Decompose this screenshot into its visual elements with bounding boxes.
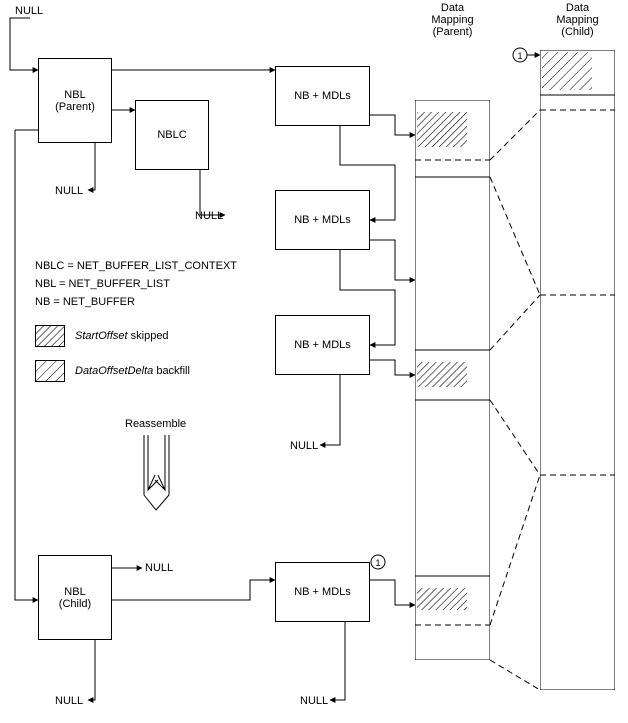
dm-child-header-l2: Mapping [556,14,598,26]
circle-one-top: 1 [517,51,522,61]
legend-line2: NBL = NET_BUFFER_LIST [35,278,170,290]
reassemble-label: Reassemble [125,418,186,430]
nbmdl-child-box: NB + MDLs [275,562,370,622]
legend-dataoffset-italic: DataOffsetDelta [75,365,153,377]
nbmdl3-box: NB + MDLs [275,315,370,375]
legend-line3: NB = NET_BUFFER [35,296,135,308]
nbmdl-child-label: NB + MDLs [294,586,351,598]
nbmdl1-box: NB + MDLs [275,66,370,126]
legend-startoffset-italic: StartOffset [75,330,128,342]
dm-child-header-l1: Data [566,2,589,14]
legend-swatch-sparse [35,360,65,382]
dm-parent-header-l1: Data [441,2,464,14]
legend-dataoffset-plain: backfill [153,365,190,377]
nbmdl2-label: NB + MDLs [294,214,351,226]
nbl-child-l1: NBL [64,586,85,598]
null-nbl-parent: NULL [55,185,83,197]
legend-swatch-dense [35,325,65,347]
dm-child-header-l3: (Child) [561,26,593,38]
null-nbl-child-bottom: NULL [55,695,83,707]
nbl-parent-box: NBL (Parent) [38,58,112,143]
null-top: NULL [15,5,43,17]
legend-line1: NBLC = NET_BUFFER_LIST_CONTEXT [35,260,237,272]
nbl-parent-l2: (Parent) [55,101,95,113]
nblc-label: NBLC [157,129,186,141]
dm-parent-header-l3: (Parent) [433,26,473,38]
circle-one-child: 1 [375,558,380,568]
nbmdl1-label: NB + MDLs [294,90,351,102]
nbmdl2-box: NB + MDLs [275,190,370,250]
nbmdl3-label: NB + MDLs [294,339,351,351]
dm-child-col [540,50,615,690]
nbl-child-l2: (Child) [59,598,91,610]
null-nblc: NULL [195,210,223,222]
dm-parent-col [415,100,490,660]
null-nbmdl3: NULL [290,440,318,452]
nbl-child-box: NBL (Child) [38,555,112,640]
null-nbl-child-right: NULL [145,562,173,574]
null-nbmdl-child: NULL [300,695,328,707]
nbl-parent-l1: NBL [64,89,85,101]
dm-parent-header-l2: Mapping [431,14,473,26]
nblc-box: NBLC [135,100,209,170]
legend-startoffset-plain: skipped [128,330,169,342]
